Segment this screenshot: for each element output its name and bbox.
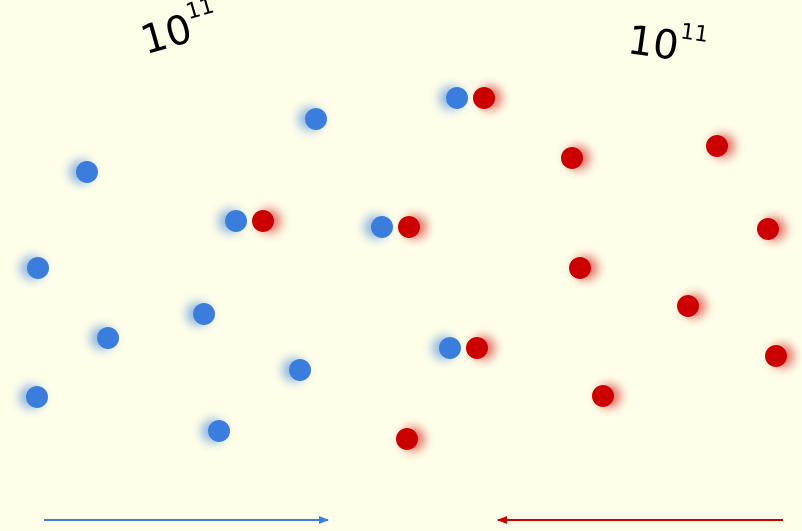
blue-particle [305,108,327,130]
red-particle [252,210,274,232]
blue-particle [26,386,48,408]
red-particle [592,385,614,407]
blue-particle [289,359,311,381]
blue-particle [27,257,49,279]
blue-particle [225,210,247,232]
blue-particle [208,420,230,442]
red-particle [396,428,418,450]
red-particle [677,295,699,317]
blue-particle [446,87,468,109]
red-particle [473,87,495,109]
red-particle [561,147,583,169]
blue-particle [97,327,119,349]
blue-particle [439,337,461,359]
particles-layer [19,86,794,451]
red-particle [398,216,420,238]
red-particle [569,257,591,279]
blue-particle [193,303,215,325]
red-particle [706,135,728,157]
red-particle [466,337,488,359]
blue-particle [371,216,393,238]
red-particle [765,345,787,367]
blue-particle [76,161,98,183]
red-particle [757,218,779,240]
